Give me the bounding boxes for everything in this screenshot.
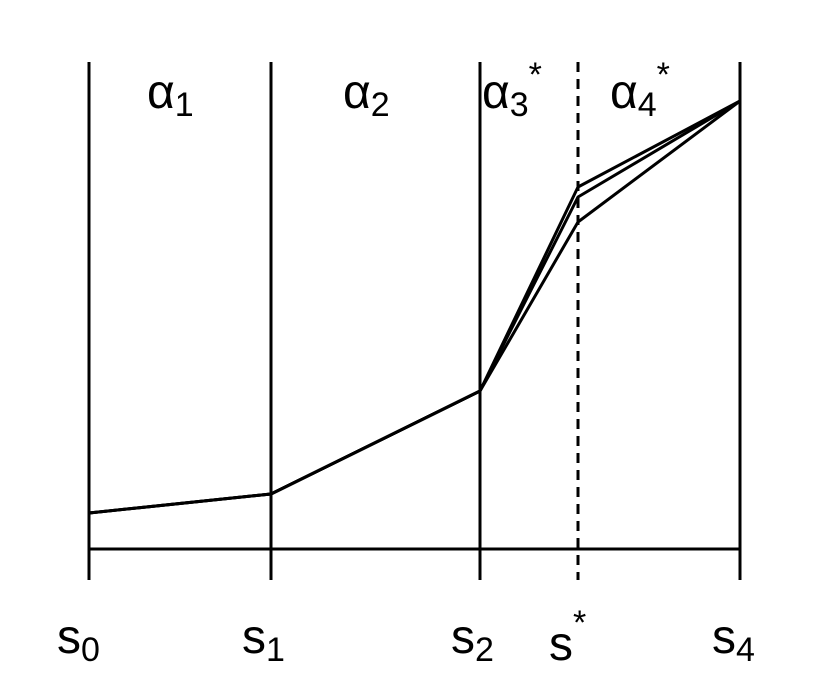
- curve-lower: [88, 99, 741, 515]
- tick-label-s0: s0: [57, 611, 100, 669]
- curve-middle: [88, 99, 741, 515]
- tick-label-s-star: s*: [549, 604, 586, 671]
- tick-label-s1: s1: [242, 611, 285, 669]
- tick-label-s4: s4: [712, 611, 755, 669]
- region-label-alpha2: α2: [343, 66, 390, 124]
- region-label-alpha4-star: α4*: [610, 56, 670, 124]
- region-label-alpha1: α1: [147, 66, 194, 124]
- region-label-alpha3-star: α3*: [482, 56, 542, 124]
- tick-label-s2: s2: [451, 611, 494, 669]
- curve-upper: [88, 99, 741, 515]
